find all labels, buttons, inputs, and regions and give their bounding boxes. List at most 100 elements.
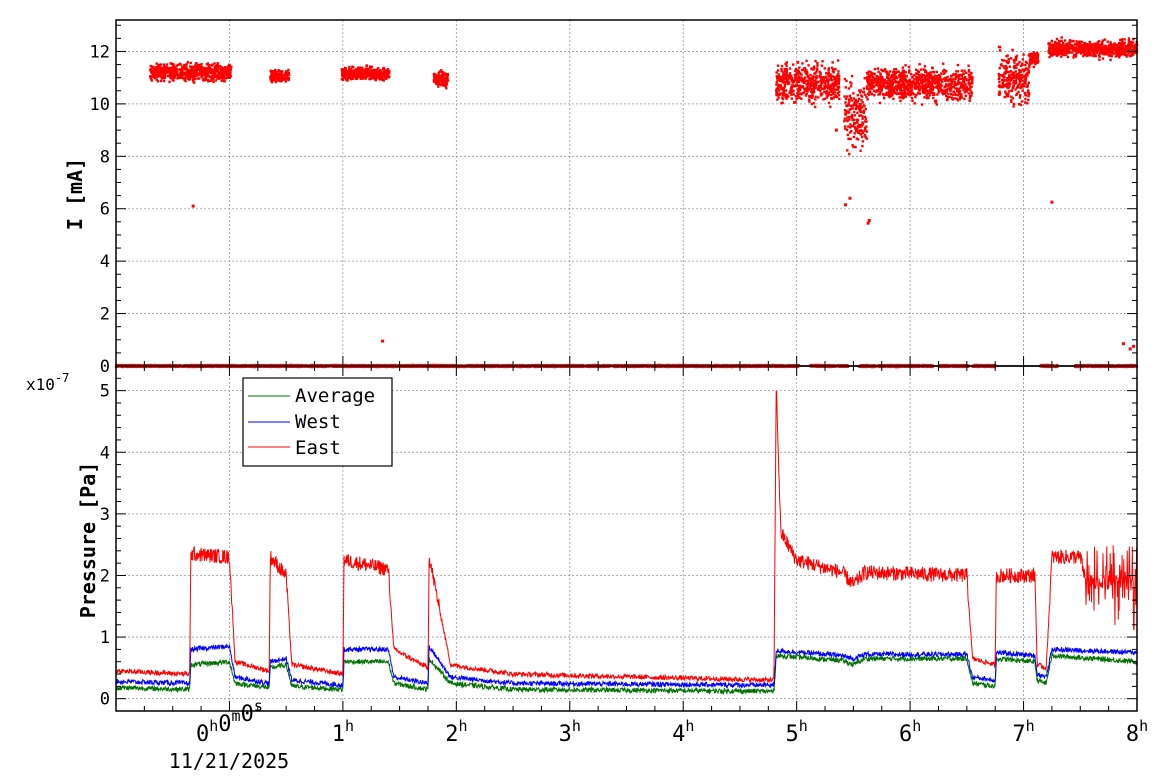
current-point xyxy=(438,70,441,74)
current-point xyxy=(811,93,814,96)
current-point xyxy=(825,77,829,81)
current-point xyxy=(808,96,811,99)
current-point xyxy=(881,93,885,96)
current-point xyxy=(1007,86,1010,90)
current-point xyxy=(837,70,840,73)
current-point xyxy=(958,90,962,93)
current-point xyxy=(784,77,788,81)
current-point xyxy=(836,91,840,95)
current-point xyxy=(830,66,834,70)
current-point xyxy=(926,72,929,75)
current-point xyxy=(1004,71,1007,74)
current-point xyxy=(169,77,173,80)
current-point xyxy=(843,109,847,112)
current-point xyxy=(910,88,914,91)
current-point xyxy=(967,69,971,72)
current-point xyxy=(779,92,782,95)
current-point xyxy=(849,126,852,129)
current-point xyxy=(438,82,441,86)
current-point xyxy=(1035,60,1038,63)
current-point xyxy=(179,73,182,76)
current-point xyxy=(827,83,830,86)
current-point xyxy=(879,78,883,82)
current-point xyxy=(222,73,226,76)
current-point xyxy=(870,80,874,84)
current-point xyxy=(957,81,960,85)
current-point xyxy=(858,91,862,94)
current-point xyxy=(350,68,353,71)
current-point xyxy=(965,86,969,89)
current-point xyxy=(1029,54,1032,58)
current-point xyxy=(881,82,885,86)
current-point xyxy=(1101,57,1105,60)
current-point xyxy=(1068,39,1072,42)
current-point xyxy=(780,86,783,89)
current-point xyxy=(1007,74,1011,77)
current-point xyxy=(956,70,959,73)
current-point xyxy=(776,88,779,91)
current-point xyxy=(848,152,851,156)
current-point xyxy=(887,72,890,75)
current-point xyxy=(1060,39,1063,43)
current-point xyxy=(851,124,855,128)
current-point xyxy=(797,78,800,81)
current-point xyxy=(358,67,361,71)
current-point xyxy=(852,103,856,107)
current-point xyxy=(833,68,836,71)
current-point xyxy=(857,105,860,108)
current-point xyxy=(1123,38,1126,41)
current-point xyxy=(1091,45,1094,48)
current-point xyxy=(352,73,355,76)
current-point xyxy=(282,73,285,77)
current-point xyxy=(199,69,203,73)
current-point xyxy=(962,79,966,83)
current-point xyxy=(843,95,846,98)
current-point xyxy=(377,67,380,70)
current-point xyxy=(930,83,934,86)
current-point xyxy=(913,102,916,105)
current-point xyxy=(879,91,882,94)
current-point xyxy=(867,84,871,87)
current-point xyxy=(1022,53,1025,56)
current-point xyxy=(822,98,825,101)
current-point xyxy=(1024,82,1027,85)
current-point xyxy=(1104,52,1108,56)
current-point xyxy=(958,81,961,84)
current-point xyxy=(963,69,966,72)
current-point xyxy=(825,72,828,75)
current-point xyxy=(901,66,905,69)
current-point xyxy=(377,73,380,76)
current-point xyxy=(355,77,359,80)
current-point xyxy=(812,65,816,68)
current-point xyxy=(855,100,858,104)
current-point xyxy=(870,72,874,75)
current-point xyxy=(931,70,935,74)
current-point xyxy=(276,76,280,79)
current-point xyxy=(1019,94,1022,97)
current-point xyxy=(162,79,166,83)
current-point xyxy=(904,84,907,88)
current-point xyxy=(1015,54,1019,58)
current-point xyxy=(815,69,819,72)
current-point xyxy=(847,125,850,128)
current-point xyxy=(207,64,210,67)
current-point xyxy=(1081,45,1085,48)
current-point xyxy=(971,75,974,79)
current-point xyxy=(859,114,862,117)
current-point xyxy=(846,116,849,119)
current-point xyxy=(219,76,222,79)
current-point xyxy=(952,90,955,93)
current-point xyxy=(941,80,944,83)
current-point xyxy=(374,71,377,74)
current-point xyxy=(946,75,949,79)
current-point xyxy=(796,61,799,64)
current-point xyxy=(1019,77,1023,80)
current-point xyxy=(162,68,165,71)
current-point xyxy=(1116,53,1120,56)
current-point xyxy=(890,89,893,92)
current-point xyxy=(833,77,836,81)
current-point xyxy=(854,145,857,149)
current-point xyxy=(859,129,862,132)
current-point xyxy=(362,76,366,79)
current-point xyxy=(1009,99,1013,102)
